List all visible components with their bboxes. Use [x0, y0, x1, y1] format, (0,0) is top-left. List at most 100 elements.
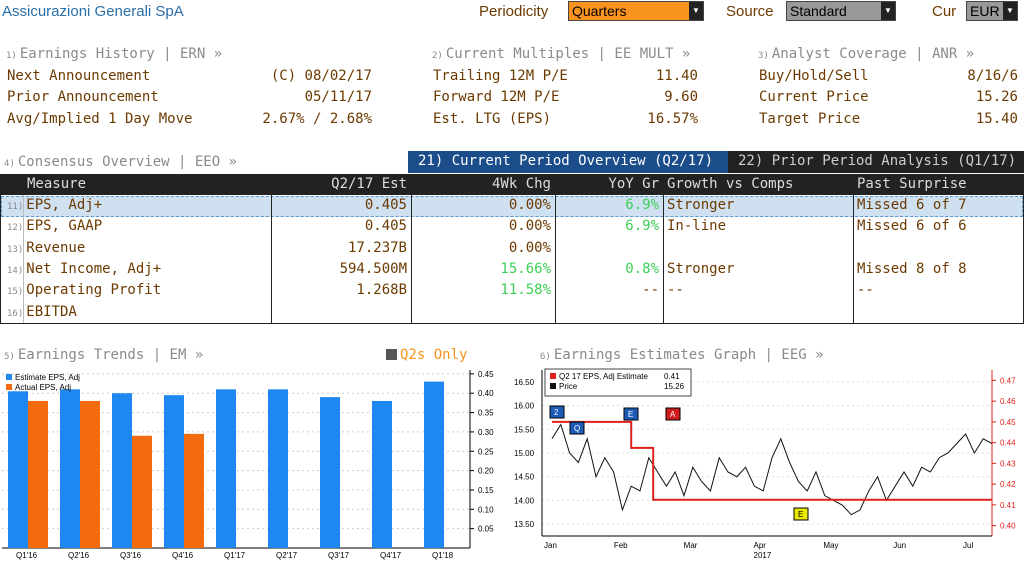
- event-marker: [569, 421, 585, 435]
- day-move-label: Avg/Implied 1 Day Move: [7, 111, 193, 127]
- current-multiples-link[interactable]: 2) Current Multiples | EE MULT »: [432, 46, 690, 62]
- checkbox-icon: [386, 349, 397, 360]
- x-tick-label: Jul: [963, 541, 973, 550]
- col-est[interactable]: Q2/17 Est: [271, 175, 411, 195]
- row-number: 12): [7, 223, 24, 234]
- cur-label: Cur: [932, 3, 957, 20]
- x-tick-label: Q2'17: [276, 551, 298, 560]
- earnings-estimates-chart: 13.50 14.00 14.50 15.00 15.50 16.00 16.50 0.40 0…: [512, 366, 1022, 562]
- section-number: 5): [4, 352, 15, 362]
- period-tabs: 21) Current Period Overview (Q2/17) 22) …: [408, 151, 1024, 173]
- right-tick-label: 0.43: [1000, 459, 1016, 468]
- measure-name: Operating Profit: [26, 282, 162, 299]
- col-measure[interactable]: Measure: [1, 175, 271, 195]
- earnings-trends-chart: 0.05 0.10 0.15 0.20 0.25 0.30 0.35 0.40 0.45 Q1'1…: [0, 366, 505, 562]
- x-tick-label: Q1'18: [432, 551, 454, 560]
- chevron-down-icon: ▼: [1003, 2, 1017, 20]
- section-title: Analyst Coverage | ANR »: [771, 46, 975, 62]
- event-marker: [623, 407, 639, 421]
- x-tick-label: Apr: [754, 541, 767, 550]
- cell-surprise: Missed 8 of 8: [857, 260, 967, 277]
- cell-surprise: [853, 239, 1023, 260]
- cell-measure: 15) Operating Profit: [1, 281, 271, 302]
- right-tick-label: 0.47: [1000, 376, 1016, 385]
- y-tick-label: 0.15: [478, 486, 494, 495]
- col-comps[interactable]: Growth vs Comps: [663, 175, 853, 195]
- left-tick-label: 13.50: [514, 520, 535, 529]
- cell-est: 0.405: [364, 218, 407, 235]
- y-tick-label: 0.05: [478, 525, 494, 534]
- measure-name: Revenue: [26, 239, 86, 256]
- cell-est: 0.405: [364, 197, 407, 213]
- legend-label: Q2 17 EPS, Adj Estimate: [559, 372, 648, 381]
- bar-actual: [28, 400, 48, 548]
- ltg-label: Est. LTG (EPS): [433, 111, 552, 127]
- row-number: 14): [7, 265, 24, 276]
- event-marker-label: E: [798, 510, 803, 519]
- cell-yoy: --: [642, 282, 659, 299]
- consensus-overview-link[interactable]: 4) Consensus Overview | EEO »: [4, 154, 237, 170]
- left-tick-label: 14.00: [514, 496, 535, 505]
- right-tick-label: 0.42: [1000, 480, 1016, 489]
- x-tick-label: Feb: [614, 541, 628, 550]
- legend-swatch: [6, 374, 12, 380]
- col-4wk[interactable]: 4Wk Chg: [411, 175, 555, 195]
- left-tick-label: 15.50: [514, 425, 535, 434]
- bar-estimate: [8, 391, 28, 548]
- legend-box: [544, 368, 692, 397]
- section-title: Earnings Estimates Graph | EEG »: [553, 347, 824, 363]
- cell-est: [271, 303, 411, 324]
- row-number: 11): [7, 202, 24, 212]
- x-tick-label: May: [823, 541, 838, 550]
- prior-announcement-value: 05/11/17: [304, 89, 372, 105]
- selected-row-highlight: [1, 196, 1023, 217]
- bar-actual: [132, 435, 152, 548]
- estimate-line: [552, 420, 992, 501]
- divider: [23, 195, 24, 323]
- cell-measure: 13) Revenue: [1, 239, 271, 260]
- bar-estimate: [60, 389, 80, 548]
- x-tick-label: Q1'16: [16, 551, 38, 560]
- x-tick-label: Q4'16: [172, 551, 194, 560]
- source-label: Source: [726, 3, 774, 20]
- cell-surprise: Missed 6 of 6: [857, 218, 967, 235]
- divider: [853, 175, 854, 323]
- cell-chg: 11.58%: [500, 282, 551, 299]
- legend-value: 0.41: [664, 372, 680, 381]
- x-tick-label: Q2'16: [68, 551, 90, 560]
- tab-prior-period[interactable]: 22) Prior Period Analysis (Q1/17): [728, 151, 1024, 173]
- eeg-link[interactable]: 6) Earnings Estimates Graph | EEG »: [540, 347, 824, 363]
- legend-label: Estimate EPS, Adj: [15, 373, 80, 382]
- section-number: 2): [432, 51, 443, 61]
- earnings-trends-link[interactable]: 5) Earnings Trends | EM »: [4, 347, 203, 363]
- chevron-down-icon: ▼: [881, 2, 895, 20]
- row-number: 13): [7, 244, 24, 255]
- y-tick-label: 0.45: [478, 370, 494, 379]
- periodicity-select[interactable]: Quarters ▼: [568, 1, 704, 21]
- source-select[interactable]: Standard ▼: [786, 1, 896, 21]
- y-tick-label: 0.30: [478, 428, 494, 437]
- tab-current-period[interactable]: 21) Current Period Overview (Q2/17): [408, 151, 728, 173]
- section-number: 4): [4, 159, 15, 169]
- periodicity-value: Quarters: [572, 3, 627, 19]
- col-yoy[interactable]: YoY Gr: [555, 175, 663, 195]
- earnings-history-link[interactable]: 1) Earnings History | ERN »: [6, 46, 222, 62]
- bar-estimate: [424, 381, 444, 548]
- legend-swatch: [550, 383, 556, 389]
- cell-chg: 15.66%: [500, 260, 551, 277]
- col-surprise[interactable]: Past Surprise: [853, 175, 1023, 195]
- bar-estimate: [216, 389, 236, 548]
- q2s-only-toggle[interactable]: Q2s Only: [386, 347, 467, 363]
- currency-select[interactable]: EUR ▼: [966, 1, 1018, 21]
- event-marker-label: 2: [554, 408, 559, 417]
- price-line: [551, 423, 993, 516]
- toggle-label: Q2s Only: [400, 347, 468, 363]
- chevron-down-icon: ▼: [689, 2, 703, 20]
- divider: [555, 175, 556, 323]
- measure-name: EBITDA: [26, 303, 77, 320]
- target-price-label: Target Price: [759, 111, 861, 127]
- measure-name: EPS, Adj+: [26, 197, 103, 213]
- analyst-coverage-link[interactable]: 3) Analyst Coverage | ANR »: [758, 46, 974, 62]
- buy-hold-sell-label: Buy/Hold/Sell: [759, 68, 869, 84]
- bar-estimate: [320, 397, 340, 548]
